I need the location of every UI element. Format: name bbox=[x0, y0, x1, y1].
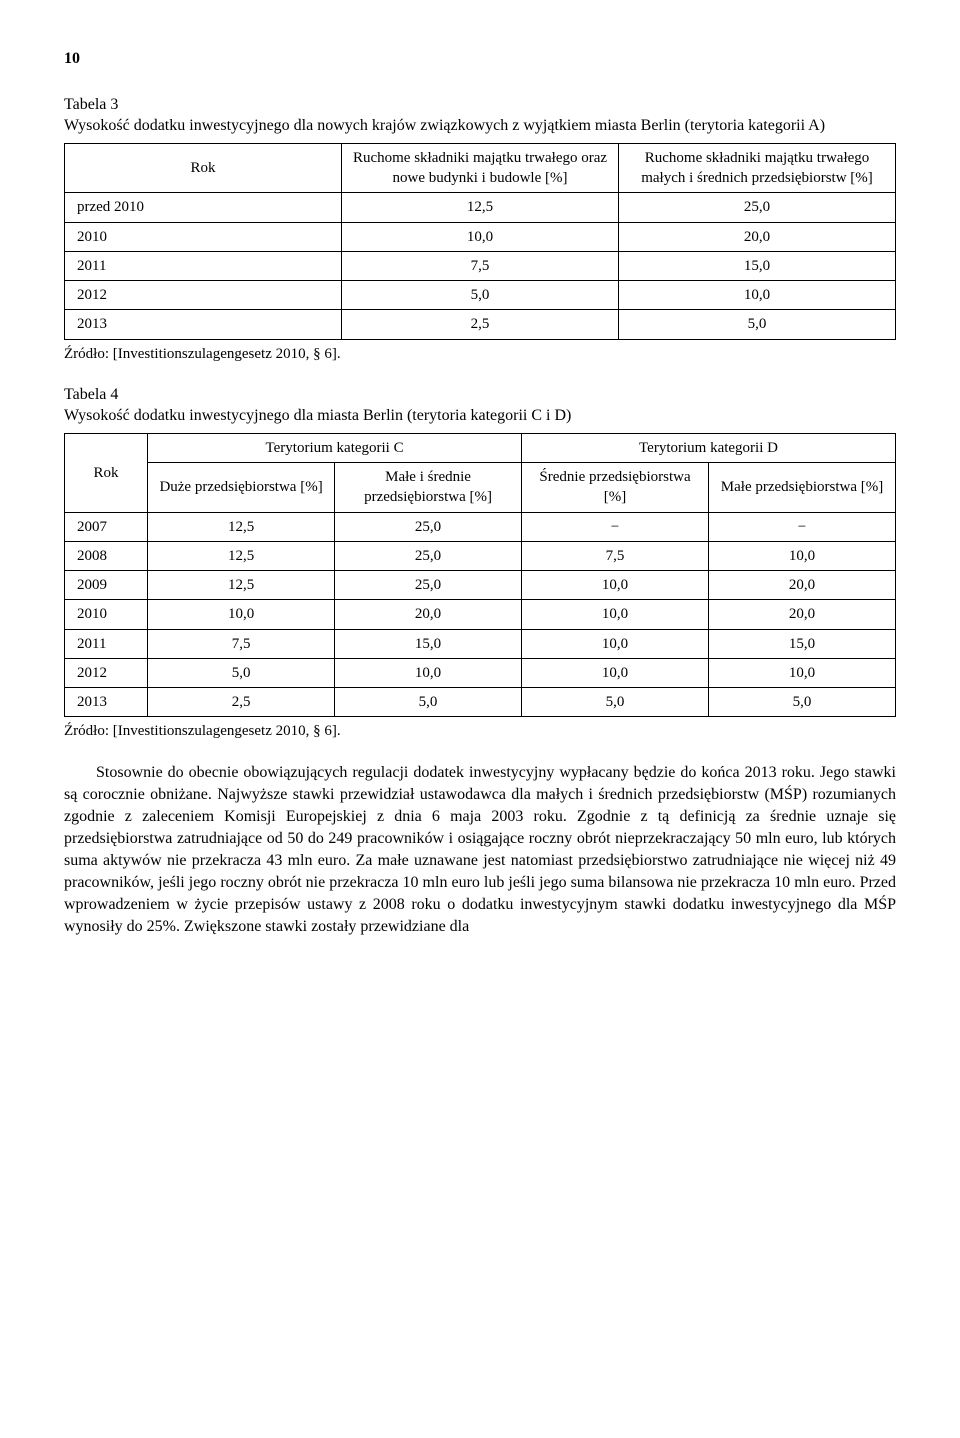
cell-val: 10,0 bbox=[342, 222, 619, 251]
cell-val: 5,0 bbox=[335, 688, 522, 717]
table4-header-c-small: Małe i średnie przedsiębiorstwa [%] bbox=[335, 463, 522, 513]
cell-val: 25,0 bbox=[619, 193, 896, 222]
cell-val: 7,5 bbox=[342, 251, 619, 280]
table3-source: Źródło: [Investitionszulagengesetz 2010,… bbox=[64, 344, 896, 364]
table4-header-c-large: Duże przedsiębiorstwa [%] bbox=[148, 463, 335, 513]
table4: Rok Terytorium kategorii C Terytorium ka… bbox=[64, 433, 896, 718]
cell-val: 10,0 bbox=[709, 658, 896, 687]
cell-rok: 2010 bbox=[65, 600, 148, 629]
cell-rok: 2007 bbox=[65, 512, 148, 541]
table-row: przed 2010 12,5 25,0 bbox=[65, 193, 896, 222]
cell-val: 10,0 bbox=[522, 600, 709, 629]
cell-val: 20,0 bbox=[709, 571, 896, 600]
cell-rok: 2012 bbox=[65, 281, 342, 310]
table3-caption-label: Tabela 3 bbox=[64, 94, 896, 116]
cell-val: 10,0 bbox=[522, 629, 709, 658]
cell-rok: 2011 bbox=[65, 629, 148, 658]
table-row: 2012 5,0 10,0 10,0 10,0 bbox=[65, 658, 896, 687]
table3-header-col1: Ruchome składniki majątku trwałego oraz … bbox=[342, 143, 619, 193]
table-row: 2010 10,0 20,0 bbox=[65, 222, 896, 251]
table-header-row: Duże przedsiębiorstwa [%] Małe i średnie… bbox=[65, 463, 896, 513]
cell-val: 10,0 bbox=[619, 281, 896, 310]
table-header-row: Rok Ruchome składniki majątku trwałego o… bbox=[65, 143, 896, 193]
table-row: 2009 12,5 25,0 10,0 20,0 bbox=[65, 571, 896, 600]
cell-rok: 2009 bbox=[65, 571, 148, 600]
cell-val: 15,0 bbox=[709, 629, 896, 658]
table-row: 2011 7,5 15,0 bbox=[65, 251, 896, 280]
cell-val: 25,0 bbox=[335, 541, 522, 570]
cell-val: 20,0 bbox=[619, 222, 896, 251]
cell-rok: 2010 bbox=[65, 222, 342, 251]
table3-caption-text: Wysokość dodatku inwestycyjnego dla nowy… bbox=[64, 115, 896, 137]
table-row: 2013 2,5 5,0 bbox=[65, 310, 896, 339]
cell-val: 2,5 bbox=[148, 688, 335, 717]
cell-val: 10,0 bbox=[522, 658, 709, 687]
cell-val: 15,0 bbox=[335, 629, 522, 658]
cell-val: 5,0 bbox=[522, 688, 709, 717]
table4-caption-text: Wysokość dodatku inwestycyjnego dla mias… bbox=[64, 405, 896, 427]
cell-val: 12,5 bbox=[148, 541, 335, 570]
table4-header-group-d: Terytorium kategorii D bbox=[522, 433, 896, 462]
table3-header-col2: Ruchome składniki majątku trwałego małyc… bbox=[619, 143, 896, 193]
cell-val: 7,5 bbox=[522, 541, 709, 570]
cell-val: 20,0 bbox=[709, 600, 896, 629]
cell-rok: 2012 bbox=[65, 658, 148, 687]
cell-val: 25,0 bbox=[335, 512, 522, 541]
cell-val: 15,0 bbox=[619, 251, 896, 280]
table4-caption-label: Tabela 4 bbox=[64, 384, 896, 406]
table-header-row: Rok Terytorium kategorii C Terytorium ka… bbox=[65, 433, 896, 462]
cell-rok: 2013 bbox=[65, 310, 342, 339]
cell-rok: 2008 bbox=[65, 541, 148, 570]
cell-val: 10,0 bbox=[335, 658, 522, 687]
table3-header-rok: Rok bbox=[65, 143, 342, 193]
table4-header-d-small: Małe przedsiębiorstwa [%] bbox=[709, 463, 896, 513]
table-row: 2011 7,5 15,0 10,0 15,0 bbox=[65, 629, 896, 658]
cell-val: 20,0 bbox=[335, 600, 522, 629]
cell-val: 7,5 bbox=[148, 629, 335, 658]
cell-val: 12,5 bbox=[148, 512, 335, 541]
table4-header-group-c: Terytorium kategorii C bbox=[148, 433, 522, 462]
table-row: 2013 2,5 5,0 5,0 5,0 bbox=[65, 688, 896, 717]
cell-val: 25,0 bbox=[335, 571, 522, 600]
table3: Rok Ruchome składniki majątku trwałego o… bbox=[64, 143, 896, 340]
table-row: 2007 12,5 25,0 − − bbox=[65, 512, 896, 541]
table-row: 2008 12,5 25,0 7,5 10,0 bbox=[65, 541, 896, 570]
cell-val: 5,0 bbox=[342, 281, 619, 310]
table4-header-rok: Rok bbox=[65, 433, 148, 512]
table4-source: Źródło: [Investitionszulagengesetz 2010,… bbox=[64, 721, 896, 741]
cell-rok: 2011 bbox=[65, 251, 342, 280]
cell-val: 2,5 bbox=[342, 310, 619, 339]
body-paragraph: Stosownie do obecnie obowiązujących regu… bbox=[64, 762, 896, 939]
cell-val: 12,5 bbox=[342, 193, 619, 222]
cell-val: 12,5 bbox=[148, 571, 335, 600]
cell-val: − bbox=[522, 512, 709, 541]
cell-val: − bbox=[709, 512, 896, 541]
table-row: 2012 5,0 10,0 bbox=[65, 281, 896, 310]
cell-val: 10,0 bbox=[522, 571, 709, 600]
cell-val: 5,0 bbox=[148, 658, 335, 687]
table4-header-d-med: Średnie przedsiębiorstwa [%] bbox=[522, 463, 709, 513]
page-number: 10 bbox=[64, 48, 896, 70]
cell-val: 10,0 bbox=[709, 541, 896, 570]
cell-rok: przed 2010 bbox=[65, 193, 342, 222]
table-row: 2010 10,0 20,0 10,0 20,0 bbox=[65, 600, 896, 629]
cell-rok: 2013 bbox=[65, 688, 148, 717]
cell-val: 5,0 bbox=[709, 688, 896, 717]
cell-val: 10,0 bbox=[148, 600, 335, 629]
cell-val: 5,0 bbox=[619, 310, 896, 339]
